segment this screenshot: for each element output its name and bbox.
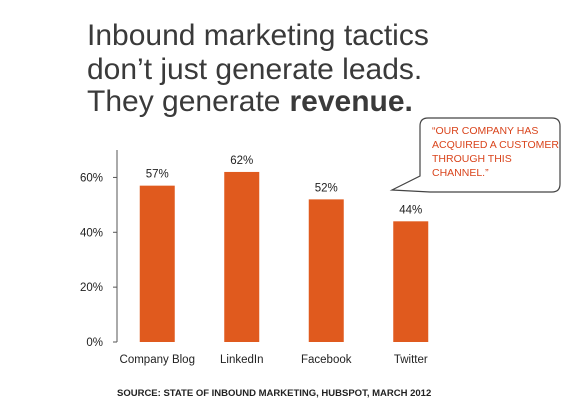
y-tick-label: 20%	[80, 282, 103, 294]
value-label: 62%	[230, 155, 253, 167]
y-tick-label: 40%	[80, 227, 103, 239]
x-tick-label: Facebook	[301, 354, 352, 366]
title-line: Inbound marketing tactics	[87, 19, 429, 52]
title-line: They generate revenue.	[87, 85, 413, 118]
callout-box	[389, 117, 561, 193]
y-tick-label: 0%	[86, 337, 103, 349]
source: SOURCE: STATE OF INBOUND MARKETING, HUBS…	[117, 388, 431, 399]
bar	[393, 221, 429, 342]
title-text: They generate	[87, 85, 280, 118]
value-label: 52%	[315, 182, 338, 194]
bar	[224, 171, 260, 342]
callout-text: THROUGH THIS	[432, 153, 512, 165]
callout-text: ACQUIRED A CUSTOMER	[432, 139, 559, 151]
callout-text: “OUR COMPANY HAS	[432, 125, 538, 137]
x-tick-label: Twitter	[394, 354, 428, 366]
bar	[139, 185, 175, 342]
value-label: 44%	[399, 204, 422, 216]
callout-text: CHANNEL.”	[432, 167, 489, 179]
x-tick-label: Company Blog	[120, 354, 195, 366]
title-line: don’t just generate leads.	[87, 53, 422, 86]
x-tick-label: LinkedIn	[220, 354, 263, 366]
value-label: 57%	[146, 169, 169, 181]
title-emphasis: revenue.	[289, 85, 412, 118]
y-tick-label: 60%	[80, 172, 103, 184]
bar	[308, 199, 344, 342]
